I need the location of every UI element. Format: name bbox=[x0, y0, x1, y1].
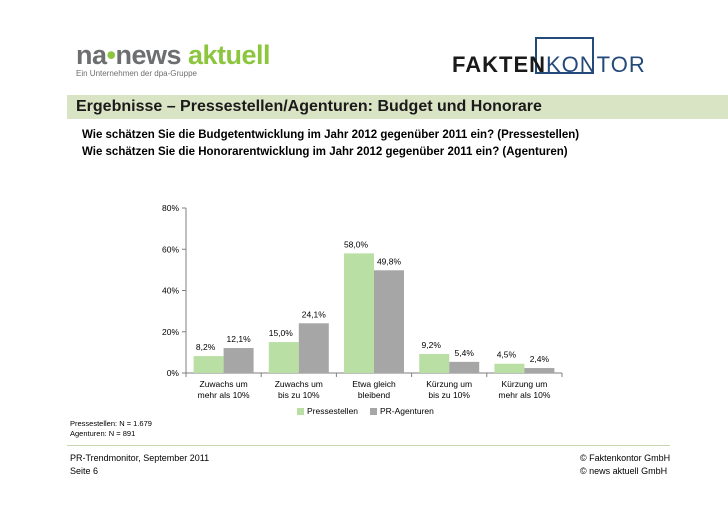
bar bbox=[449, 361, 480, 373]
logo-na: na bbox=[76, 40, 107, 70]
bar bbox=[193, 356, 224, 373]
bar bbox=[344, 253, 374, 373]
logo-tagline: Ein Unternehmen der dpa-Gruppe bbox=[76, 69, 197, 78]
bar bbox=[268, 342, 299, 373]
y-tick-label: 40% bbox=[162, 286, 179, 296]
bar bbox=[524, 368, 555, 373]
legend-label: PR-Agenturen bbox=[380, 406, 434, 416]
chart-legend: Pressestellen PR-Agenturen bbox=[297, 406, 434, 416]
logo-aktuell: aktuell bbox=[188, 40, 271, 70]
legend-swatch bbox=[370, 408, 377, 415]
category-label: mehr als 10% bbox=[498, 390, 550, 400]
category-label: Kürzung um bbox=[426, 379, 472, 389]
y-tick-label: 80% bbox=[162, 203, 179, 213]
faktenkontor-logo: FAKTENKONTOR bbox=[452, 37, 672, 79]
logo-frame bbox=[535, 37, 594, 74]
category-label: bis zu 10% bbox=[428, 390, 470, 400]
data-label: 49,8% bbox=[377, 256, 402, 266]
data-label: 2,4% bbox=[530, 354, 550, 364]
footer-source: PR-Trendmonitor, September 2011 bbox=[70, 453, 210, 463]
logo-fakten: FAKTEN bbox=[452, 52, 546, 77]
category-label: Etwa gleich bbox=[352, 379, 396, 389]
question-2: Wie schätzen Sie die Honorarentwicklung … bbox=[82, 146, 568, 158]
logo-news: news bbox=[115, 40, 181, 70]
bar bbox=[494, 363, 525, 373]
footnote-pressestellen: Pressestellen: N = 1.679 bbox=[70, 419, 152, 428]
y-tick-label: 20% bbox=[162, 327, 179, 337]
bar bbox=[298, 323, 329, 373]
footer-copyright-2: © news aktuell GmbH bbox=[580, 466, 668, 476]
data-label: 5,4% bbox=[455, 348, 475, 358]
category-label: mehr als 10% bbox=[198, 390, 250, 400]
data-label: 8,2% bbox=[196, 342, 216, 352]
data-label: 4,5% bbox=[497, 350, 517, 360]
data-label: 15,0% bbox=[269, 328, 294, 338]
title-band bbox=[67, 95, 728, 119]
footer-copyright-1: © Faktenkontor GmbH bbox=[580, 453, 671, 463]
y-tick-label: 60% bbox=[162, 244, 179, 254]
logo-kontor: KONTOR bbox=[546, 52, 646, 77]
page-title: Ergebnisse – Pressestellen/Agenturen: Bu… bbox=[76, 98, 542, 115]
data-label: 24,1% bbox=[302, 309, 327, 319]
category-label: bleibend bbox=[358, 390, 390, 400]
category-label: Zuwachs um bbox=[200, 379, 248, 389]
legend-label: Pressestellen bbox=[307, 406, 358, 416]
chart-bars bbox=[193, 253, 555, 373]
bar bbox=[223, 348, 254, 373]
data-label: 9,2% bbox=[422, 340, 442, 350]
bar bbox=[374, 270, 404, 373]
footer-page: Seite 6 bbox=[70, 466, 99, 476]
footer-divider bbox=[67, 445, 670, 446]
data-label: 12,1% bbox=[227, 334, 252, 344]
data-label: 58,0% bbox=[344, 239, 369, 249]
y-tick-label: 0% bbox=[167, 368, 180, 378]
bar bbox=[419, 354, 450, 373]
legend-swatch bbox=[297, 408, 304, 415]
category-label: Kürzung um bbox=[501, 379, 547, 389]
category-label: bis zu 10% bbox=[278, 390, 320, 400]
news-aktuell-logo: na•news aktuell Ein Unternehmen der dpa-… bbox=[76, 40, 271, 78]
question-1: Wie schätzen Sie die Budgetentwicklung i… bbox=[82, 129, 580, 141]
category-label: Zuwachs um bbox=[275, 379, 323, 389]
footnote-agenturen: Agenturen: N = 891 bbox=[70, 429, 136, 438]
logo-dot: • bbox=[106, 40, 116, 70]
